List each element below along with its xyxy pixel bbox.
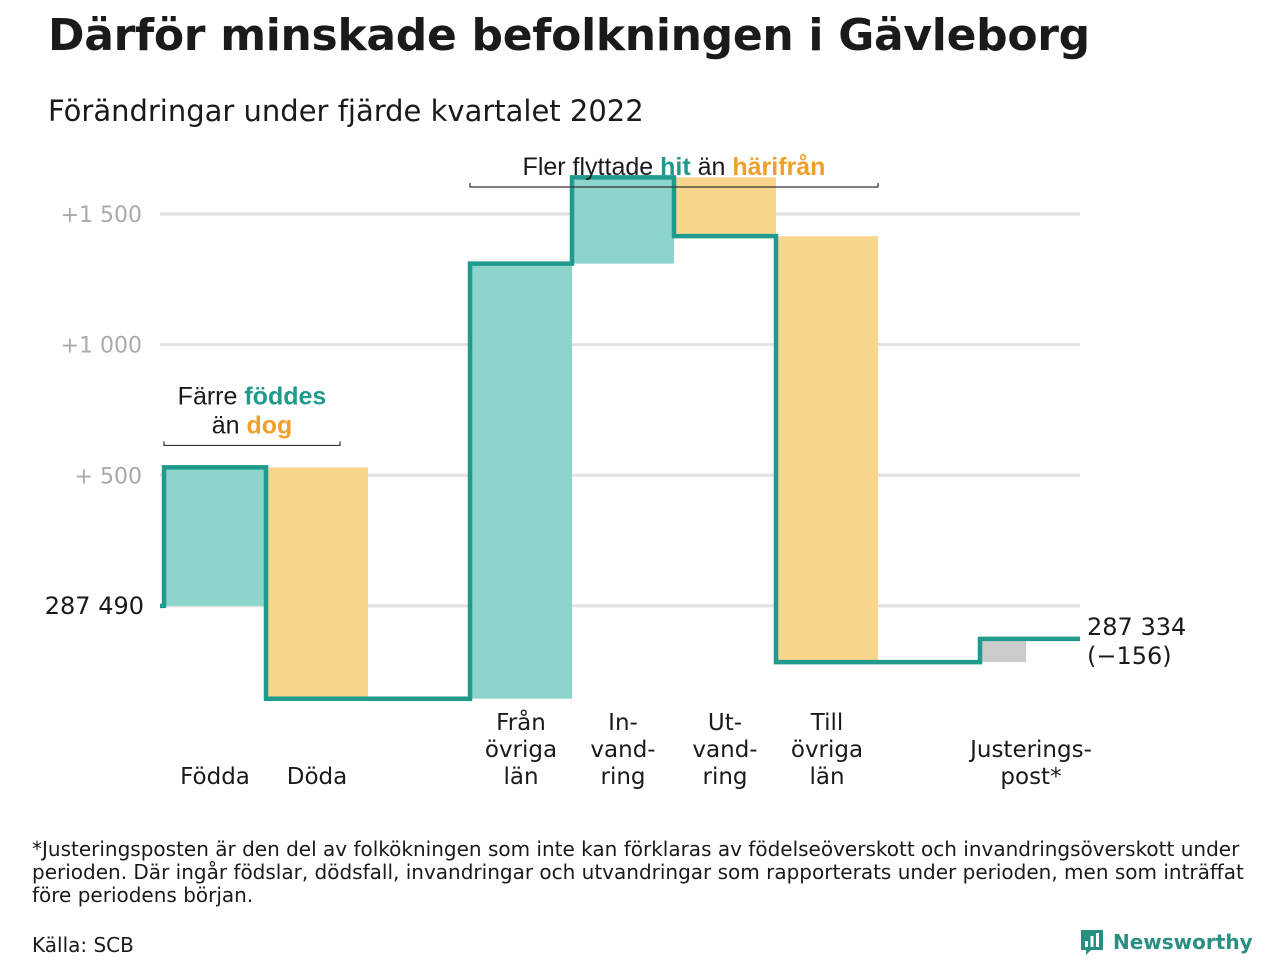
waterfall-chart: + 500 +1 000 +1 500 287 490 287 334(−156) Föd… (45, 153, 1187, 790)
end-value-label: 287 334 (1087, 613, 1186, 641)
annotation-in-span: föddes (244, 382, 326, 410)
source-label: Källa: SCB (32, 933, 134, 957)
category-label: övriga (485, 737, 557, 763)
y-tick-label: + 500 (75, 464, 142, 489)
y-tick-label: +1 000 (61, 334, 142, 359)
annotation-plain-span: Färre (178, 382, 245, 410)
annotation-bracket (469, 183, 879, 188)
bar-adjustment (982, 638, 1026, 663)
annotation-text: Fler flyttade hit än härifrån (523, 153, 826, 181)
bar-out (266, 467, 368, 699)
category-label: Justerings- (968, 737, 1092, 763)
chart-subtitle: Förändringar under fjärde kvartalet 2022 (48, 94, 644, 128)
annotation-bracket (163, 441, 341, 447)
category-label: län (503, 764, 538, 790)
category-label: Döda (287, 764, 347, 790)
bar-in (572, 177, 674, 264)
annotation-text: Färre föddes (178, 382, 327, 410)
chart-title: Därför minskade befolkningen i Gävleborg (48, 10, 1090, 61)
logo-text: Newsworthy (1113, 930, 1253, 954)
annotation-plain-span: än (691, 153, 733, 181)
annotation-plain-span: Fler flyttade (523, 153, 661, 181)
y-tick-label: +1 500 (61, 203, 142, 228)
annotation-out-span: dog (246, 411, 292, 439)
annotation-plain-span: än (212, 411, 247, 439)
category-label: Ut- (708, 710, 742, 736)
category-label: post* (1000, 764, 1061, 790)
category-label: övriga (791, 737, 863, 763)
category-label: vand- (590, 737, 655, 763)
category-label: Från (496, 708, 546, 736)
category-label: vand- (692, 737, 757, 763)
footnote: *Justeringsposten är den del av folkökni… (32, 837, 1244, 907)
category-label: ring (702, 764, 747, 790)
start-value-label: 287 490 (45, 592, 144, 620)
end-change-label: (−156) (1087, 642, 1172, 670)
category-label: ring (600, 764, 645, 790)
bar-chart-speech-icon (1081, 930, 1103, 955)
bar-out (674, 177, 776, 237)
bar-in (164, 467, 266, 606)
annotation-in-span: hit (660, 153, 691, 181)
annotation-out-span: härifrån (732, 153, 825, 181)
cumulative-step-line (160, 175, 1080, 701)
category-label: Till (810, 710, 844, 736)
category-label: län (809, 764, 844, 790)
newsworthy-logo[interactable]: Newsworthy (1079, 928, 1253, 956)
bar-in (470, 263, 572, 699)
category-label: Födda (180, 764, 250, 790)
annotation-text: än dog (212, 411, 293, 439)
bar-out (776, 236, 878, 663)
category-label: In- (608, 710, 638, 736)
